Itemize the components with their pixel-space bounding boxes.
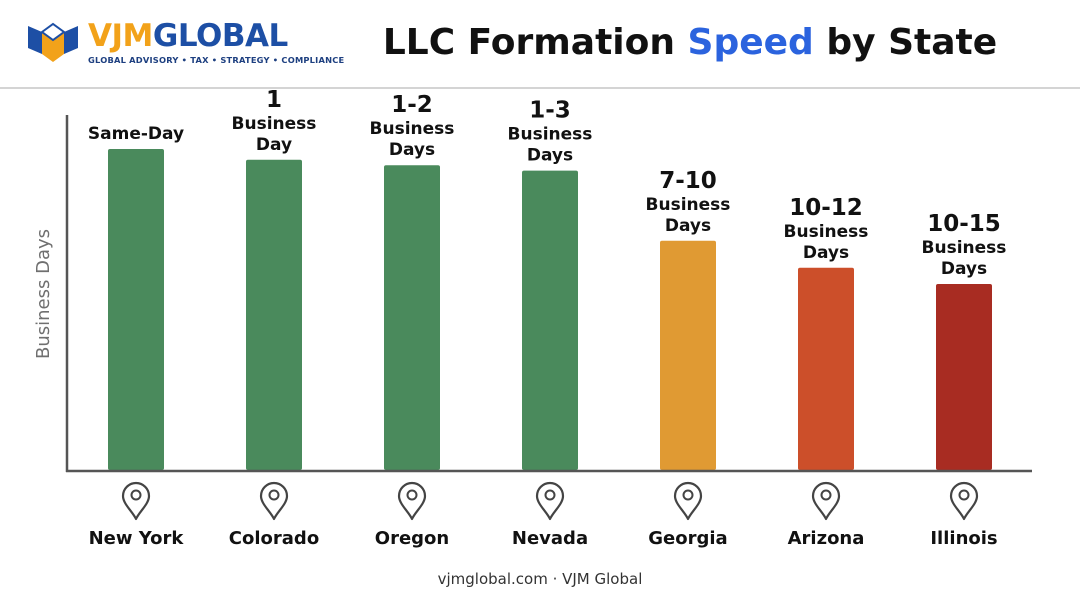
map-pin-dot-icon: [406, 489, 418, 501]
category-label: Colorado: [229, 528, 319, 549]
bar-colorado: [246, 159, 302, 471]
data-label: 1: [266, 87, 282, 113]
category-label: Arizona: [788, 528, 865, 549]
bar-georgia: [660, 240, 716, 470]
data-label: Days: [941, 259, 987, 279]
data-label: Days: [389, 140, 435, 160]
map-pin-icon: [949, 481, 979, 521]
header-divider: [0, 87, 1080, 89]
bar-new-york: [108, 149, 164, 470]
logo-mark-icon: [28, 22, 78, 62]
map-pin-icon: [811, 481, 841, 521]
chart-title: LLC Formation Speed by State: [360, 18, 1020, 68]
data-label: Business: [922, 238, 1007, 258]
map-pin-icon: [259, 481, 289, 521]
map-pin-icon: [673, 481, 703, 521]
data-label: Business: [508, 125, 593, 145]
data-label: 10-12: [789, 195, 863, 221]
data-label: Days: [803, 243, 849, 263]
bar-oregon: [384, 165, 440, 470]
data-label: Days: [665, 216, 711, 236]
map-pin-dot-icon: [958, 489, 970, 501]
header: VJMGLOBAL GLOBAL ADVISORY • TAX • STRATE…: [0, 0, 1080, 88]
bar-arizona: [798, 267, 854, 470]
category-label: Nevada: [512, 528, 588, 549]
map-pin-icon: [121, 481, 151, 521]
footer: vjmglobal.com · VJM Global: [437, 570, 643, 588]
map-pin-icon: [397, 481, 427, 521]
map-pin-dot-icon: [544, 489, 556, 501]
data-label: Day: [256, 135, 292, 155]
title-part2: by State: [813, 22, 998, 63]
map-pin-dot-icon: [820, 489, 832, 501]
bar-illinois: [936, 284, 992, 470]
category-label: Illinois: [930, 528, 997, 549]
data-label: Business: [646, 195, 731, 215]
bar-nevada: [522, 170, 578, 470]
title-part1: LLC Formation: [382, 22, 688, 63]
category-label: Oregon: [375, 528, 449, 549]
logo-tagline: GLOBAL ADVISORY • TAX • STRATEGY • COMPL…: [88, 55, 345, 65]
data-label: 1-3: [529, 98, 571, 124]
data-label: 10-15: [927, 211, 1001, 237]
category-label: Georgia: [648, 528, 727, 549]
data-label: Business: [370, 119, 455, 139]
map-pin-dot-icon: [268, 489, 280, 501]
map-pin-dot-icon: [130, 489, 142, 501]
map-pin-icon: [535, 481, 565, 521]
logo: VJMGLOBAL GLOBAL ADVISORY • TAX • STRATE…: [26, 18, 344, 70]
data-label: Days: [527, 146, 573, 166]
data-label: Business: [232, 114, 317, 134]
data-label: 7-10: [659, 168, 717, 194]
data-label: Same-Day: [88, 124, 184, 144]
title-accent: Speed: [687, 22, 814, 63]
logo-wordmark: VJMGLOBAL: [88, 18, 288, 54]
data-label: Business: [784, 222, 869, 242]
category-label: New York: [89, 528, 185, 549]
map-pin-dot-icon: [682, 489, 694, 501]
data-label: 1-2: [391, 92, 433, 118]
